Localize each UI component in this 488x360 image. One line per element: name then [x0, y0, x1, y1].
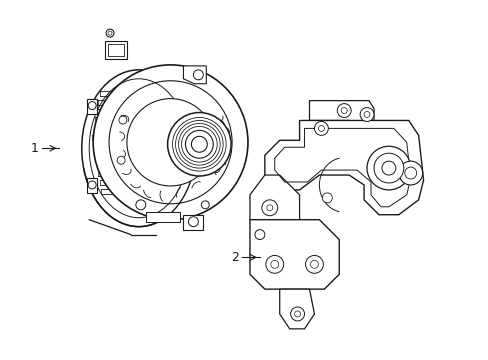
Circle shape [185, 130, 213, 158]
Circle shape [366, 146, 410, 190]
Circle shape [305, 255, 323, 273]
Circle shape [364, 112, 369, 117]
Circle shape [106, 29, 114, 37]
Polygon shape [145, 212, 180, 222]
Polygon shape [249, 175, 299, 239]
Circle shape [191, 136, 207, 152]
Polygon shape [309, 100, 373, 129]
Polygon shape [249, 220, 339, 289]
Circle shape [108, 31, 112, 35]
Circle shape [216, 120, 224, 128]
Text: 2: 2 [231, 251, 239, 264]
Circle shape [359, 108, 373, 121]
Circle shape [88, 181, 96, 189]
Circle shape [341, 108, 346, 113]
Circle shape [167, 113, 231, 176]
Circle shape [119, 116, 126, 124]
Circle shape [93, 65, 247, 220]
Circle shape [337, 104, 350, 117]
Polygon shape [264, 121, 423, 215]
Ellipse shape [81, 70, 196, 227]
Text: 1: 1 [31, 142, 39, 155]
Polygon shape [279, 289, 314, 329]
Circle shape [373, 153, 403, 183]
Circle shape [188, 217, 198, 227]
Circle shape [262, 200, 277, 216]
Polygon shape [105, 41, 127, 59]
Circle shape [398, 161, 422, 185]
Circle shape [127, 99, 214, 186]
Circle shape [322, 193, 332, 203]
Circle shape [265, 255, 283, 273]
Polygon shape [87, 178, 97, 193]
Polygon shape [108, 44, 123, 56]
Circle shape [266, 205, 272, 211]
Circle shape [88, 102, 96, 109]
Circle shape [290, 307, 304, 321]
Polygon shape [87, 99, 97, 113]
Circle shape [318, 125, 324, 131]
Circle shape [136, 200, 145, 210]
Circle shape [193, 70, 203, 80]
Circle shape [294, 311, 300, 317]
Polygon shape [183, 215, 203, 230]
Circle shape [310, 260, 318, 268]
Circle shape [117, 156, 125, 164]
Circle shape [270, 260, 278, 268]
Circle shape [381, 161, 395, 175]
Circle shape [314, 121, 327, 135]
Circle shape [404, 167, 416, 179]
Circle shape [254, 230, 264, 239]
Circle shape [201, 201, 209, 209]
Circle shape [212, 165, 220, 172]
Polygon shape [183, 66, 206, 84]
